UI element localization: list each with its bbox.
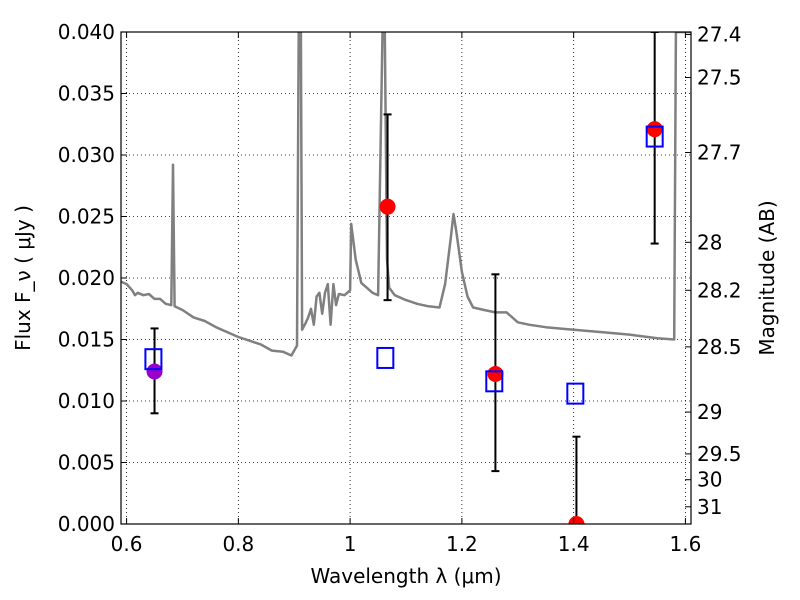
y-tick-label: 0.010 [58,389,115,413]
x-tick-label: 1.2 [446,532,478,556]
y-tick-label: 0.000 [58,512,115,536]
observed-point [568,516,585,524]
observed-point [379,198,396,215]
y-tick-labels: 0.000 0.005 0.010 0.015 0.020 0.025 0.030 0.035… [58,20,115,536]
model-photometry-square [485,370,504,393]
right-tick-label: 27.5 [697,66,742,90]
observed-point [487,365,504,382]
tick-marks [121,31,691,525]
plot-content [121,32,691,524]
x-tick-label: 1 [344,532,357,556]
y-tick-label: 0.040 [58,20,115,44]
right-tick-label: 28.5 [697,335,742,359]
right-tick-label: 31 [697,495,722,519]
y-tick-label: 0.035 [58,82,115,106]
model-photometry-square [376,346,395,369]
x-tick-labels: 0.6 0.8 1 1.2 1.4 1.6 [111,532,702,556]
x-tick-label: 1.4 [558,532,590,556]
right-tick-labels: 27.4 27.5 27.7 28 28.2 28.5 29 29.530 31 [697,22,742,518]
y-tick-label: 0.025 [58,205,115,229]
x-tick-label: 1.6 [670,532,702,556]
model-photometry-square [144,348,163,371]
right-tick-label: 30 [697,468,722,492]
right-axis-label: Magnitude (AB) [755,200,779,355]
observed-point [146,363,163,380]
y-tick-label: 0.005 [58,451,115,475]
x-tick-label: 0.6 [111,532,143,556]
right-tick-label: 29 [697,400,722,424]
right-tick-label: 27.7 [697,141,742,165]
y-tick-label: 0.015 [58,328,115,352]
y-tick-label: 0.030 [58,143,115,167]
clipped-lines [121,32,691,524]
right-tick-label: 29.5 [697,442,742,466]
model-spectrum-line [121,32,691,357]
x-tick-label: 0.8 [222,532,254,556]
y-axis-label: Flux F_ν ( μJy ) [11,205,35,351]
model-photometry-square [645,125,664,148]
x-axis-label: Wavelength λ (μm) [310,564,501,588]
observed-point [646,121,663,138]
right-tick-label: 28 [697,230,722,254]
right-tick-label: 27.4 [697,22,742,46]
model-photometry-square [566,382,585,405]
right-tick-label: 28.2 [697,278,742,302]
y-tick-label: 0.020 [58,266,115,290]
